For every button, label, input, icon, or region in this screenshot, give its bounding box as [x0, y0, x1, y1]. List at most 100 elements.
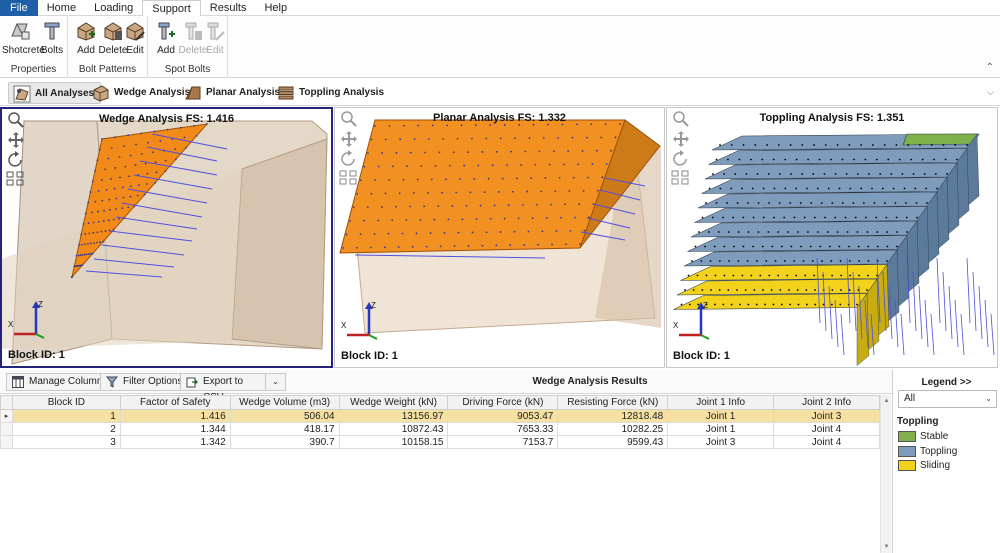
bolt-head-dot: [434, 164, 437, 167]
bolt-head-dot: [373, 233, 376, 235]
rotate-icon[interactable]: [339, 150, 359, 168]
add-pattern-button[interactable]: Add: [68, 18, 104, 60]
bolt-head-dot: [838, 187, 841, 190]
bolt-head-dot: [762, 289, 764, 291]
scroll-up-icon[interactable]: ▲: [883, 398, 890, 404]
table-row[interactable]: ▸ 1 1.416 506.04 13156.97 9053.47 12818.…: [0, 409, 880, 423]
view-toggle-icon[interactable]: [339, 170, 359, 186]
menu-tab-support[interactable]: Support: [142, 0, 201, 17]
tab-wedge-analysis[interactable]: Wedge Analysis: [88, 82, 196, 104]
zoom-icon[interactable]: [671, 110, 691, 128]
pan-icon[interactable]: [671, 130, 691, 148]
table-row[interactable]: 3 1.342 390.7 10158.15 7153.7 9599.43 Jo…: [0, 435, 880, 449]
bolt-head-dot: [719, 144, 721, 146]
bolt-head-dot: [579, 243, 581, 245]
add-spot-bolt-button[interactable]: Add: [148, 18, 184, 60]
edit-spot-bolt-button[interactable]: Edit: [202, 18, 228, 60]
rotate-icon[interactable]: [6, 151, 26, 169]
bolt-head-dot: [425, 245, 428, 248]
bolt-head-dot: [87, 242, 89, 245]
shotcrete-icon: [11, 23, 30, 40]
view-toggle-icon[interactable]: [671, 170, 691, 186]
menu-tab-home[interactable]: Home: [46, 2, 77, 14]
bolt-head-dot: [185, 146, 188, 149]
bolt-head-dot: [816, 187, 819, 190]
tab-toppling-analysis[interactable]: Toppling Analysis: [273, 82, 390, 104]
column-header[interactable]: Factor of Safety: [119, 395, 231, 410]
menu-tab-loading[interactable]: Loading: [94, 2, 134, 14]
bolt-head-dot: [107, 157, 110, 160]
tab-all-analyses[interactable]: All Analyses: [8, 82, 102, 104]
table-cell: 506.04: [229, 409, 340, 423]
menu-tab-help[interactable]: Help: [264, 2, 288, 14]
shotcrete-button[interactable]: Shotcrete: [2, 18, 45, 60]
menu-tab-file[interactable]: File: [0, 0, 38, 16]
bolts-button[interactable]: Bolts: [34, 18, 70, 60]
bolt-head-dot: [409, 151, 412, 154]
bolt-head-dot: [423, 205, 426, 208]
table-scrollbar[interactable]: ▲ ▼: [880, 395, 891, 553]
bolt-head-dot: [705, 303, 708, 306]
ribbon-collapse-icon[interactable]: ⌃: [985, 62, 994, 73]
bolt-head-dot: [398, 192, 401, 195]
pan-icon[interactable]: [6, 131, 26, 149]
bolt-head-dot: [430, 178, 433, 181]
column-header[interactable]: Resisting Force (kN): [557, 395, 669, 410]
ribbon-group-bolt-patterns: Add Delete Edit Bolt Patterns: [68, 16, 148, 78]
column-header[interactable]: Joint 2 Info: [773, 395, 880, 410]
bolt-head-dot: [845, 173, 848, 175]
scroll-down-icon[interactable]: ▼: [883, 544, 890, 550]
delete-spot-bolt-button[interactable]: Delete: [175, 18, 211, 60]
column-header[interactable]: Wedge Weight (kN): [338, 395, 449, 410]
bolt-head-dot: [171, 138, 174, 141]
bolt-head-dot: [573, 216, 576, 219]
column-header[interactable]: Driving Force (kN): [447, 395, 559, 410]
rotate-icon[interactable]: [671, 150, 691, 168]
bolt-head-dot: [550, 203, 552, 206]
bolt-head-dot: [101, 138, 103, 140]
bolt-head-dot: [701, 289, 704, 291]
add-pattern-icon: [77, 22, 95, 41]
axis-x-label: X: [8, 320, 14, 329]
table-cell: Joint 1: [667, 409, 775, 423]
table-row[interactable]: 2 1.344 418.17 10872.43 7653.33 10282.25…: [0, 422, 880, 436]
bolt-head-dot: [867, 274, 869, 277]
bolt-head-dot: [910, 158, 913, 161]
menu-tab-results[interactable]: Results: [209, 2, 247, 14]
zoom-icon[interactable]: [6, 111, 26, 129]
viewport-wedge[interactable]: Wedge Analysis FS: 1.416 Z X Block ID: 1: [0, 107, 333, 368]
pan-icon[interactable]: [339, 130, 359, 148]
column-header[interactable]: Block ID: [11, 395, 121, 410]
bolt-head-dot: [905, 216, 908, 219]
filter-options-button[interactable]: Filter Options: [100, 373, 190, 391]
table-cell: 13156.97: [338, 409, 449, 423]
bolt-head-dot: [94, 169, 96, 172]
bolt-head-dot: [590, 123, 593, 126]
tab-planar-analysis[interactable]: Planar Analysis: [180, 82, 286, 104]
view-toggle-icon[interactable]: [6, 171, 26, 187]
viewport-toppling[interactable]: Toppling Analysis FS: 1.351 Z X Block ID…: [666, 107, 998, 368]
tabs-overflow-chevron-icon[interactable]: ⌵: [987, 87, 994, 97]
column-header[interactable]: Wedge Volume (m3): [229, 395, 340, 410]
export-dropdown-chevron-icon[interactable]: ⌄: [265, 373, 285, 391]
bolt-head-dot: [722, 216, 724, 219]
viewport-planar[interactable]: Planar Analysis FS: 1.332 Z X Block ID: …: [334, 107, 665, 368]
legend-filter-select[interactable]: All ⌄: [898, 390, 997, 408]
bolt-line: [906, 257, 911, 324]
manage-columns-button[interactable]: Manage Columns: [6, 373, 115, 391]
legend-toggle[interactable]: Legend >>: [921, 377, 972, 388]
export-csv-button[interactable]: Export to CSV... ⌄: [180, 373, 286, 403]
bolt-head-dot: [493, 204, 496, 207]
bolt-head-dot: [124, 165, 127, 168]
delete-pattern-button[interactable]: Delete: [95, 18, 131, 60]
bolt-head-dot: [846, 231, 849, 233]
bolt-head-dot: [848, 260, 851, 262]
column-header[interactable]: Joint 1 Info: [667, 395, 775, 410]
bolt-head-dot: [867, 260, 870, 262]
bolt-head-dot: [374, 125, 376, 127]
bolt-head-dot: [777, 144, 780, 146]
edit-pattern-button[interactable]: Edit: [122, 18, 148, 60]
bolt-head-dot: [93, 242, 95, 244]
bolt-head-dot: [455, 191, 458, 194]
zoom-icon[interactable]: [339, 110, 359, 128]
